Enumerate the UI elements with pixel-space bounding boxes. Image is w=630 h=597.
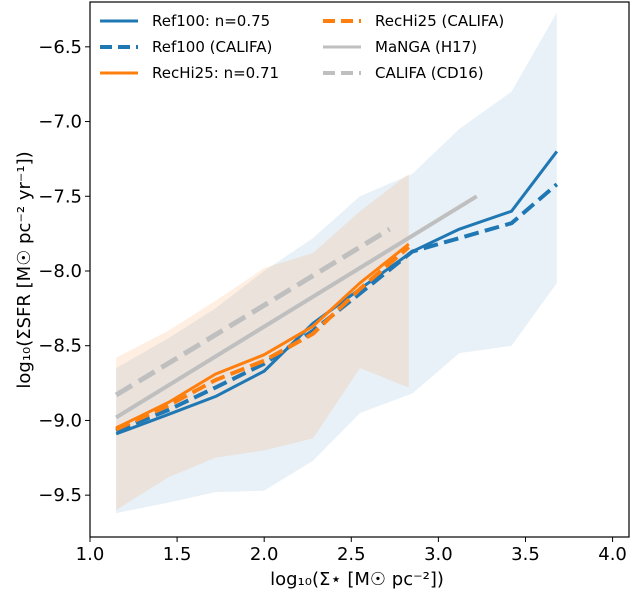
legend: Ref100: n=0.75 RecHi25 (CALIFA) Ref100 (CA… — [100, 12, 504, 82]
legend-label: RecHi25 (CALIFA) — [375, 12, 504, 30]
y-tick-label: −7.5 — [38, 186, 82, 207]
legend-label: Ref100 (CALIFA) — [152, 38, 272, 56]
y-tick-label: −8.5 — [38, 336, 82, 357]
series-line-5 — [115, 245, 411, 432]
x-tick-label: 2.0 — [250, 544, 279, 565]
scatter-band-1 — [116, 173, 409, 511]
legend-label: CALIFA (CD16) — [375, 64, 484, 82]
y-tick-label: −7.0 — [38, 112, 82, 133]
x-tick-label: 1.0 — [76, 544, 105, 565]
legend-label: RecHi25: n=0.71 — [152, 64, 279, 82]
x-tick-label: 4.0 — [598, 544, 627, 565]
series-layer — [114, 150, 559, 436]
y-axis-label: log₁₀(ΣSFR [M☉ pc⁻² yr⁻¹]) — [14, 151, 35, 388]
x-tick-label: 2.5 — [337, 544, 366, 565]
x-tick-label: 3.0 — [424, 544, 453, 565]
ticks-layer: 1.0 1.5 2.0 2.5 3.0 3.5 4.0 −9.5 −9.0 −8.5 −8.0 −7.… — [38, 37, 627, 565]
y-tick-label: −9.5 — [38, 485, 82, 506]
x-tick-label: 1.5 — [163, 544, 192, 565]
series-line-3 — [115, 182, 559, 433]
x-tick-label: 3.5 — [511, 544, 540, 565]
legend-label: Ref100: n=0.75 — [152, 12, 270, 30]
y-tick-label: −9.0 — [38, 410, 82, 431]
legend-label: MaNGA (H17) — [375, 38, 477, 56]
y-tick-label: −6.5 — [38, 37, 82, 58]
series-line-0 — [114, 227, 391, 398]
series-line-4 — [115, 242, 410, 430]
series-line-1 — [115, 194, 478, 420]
x-axis-label: log₁₀(Σ⋆ [M☉ pc⁻²]) — [270, 569, 444, 590]
plot-frame — [89, 1, 630, 538]
y-tick-label: −8.0 — [38, 261, 82, 282]
